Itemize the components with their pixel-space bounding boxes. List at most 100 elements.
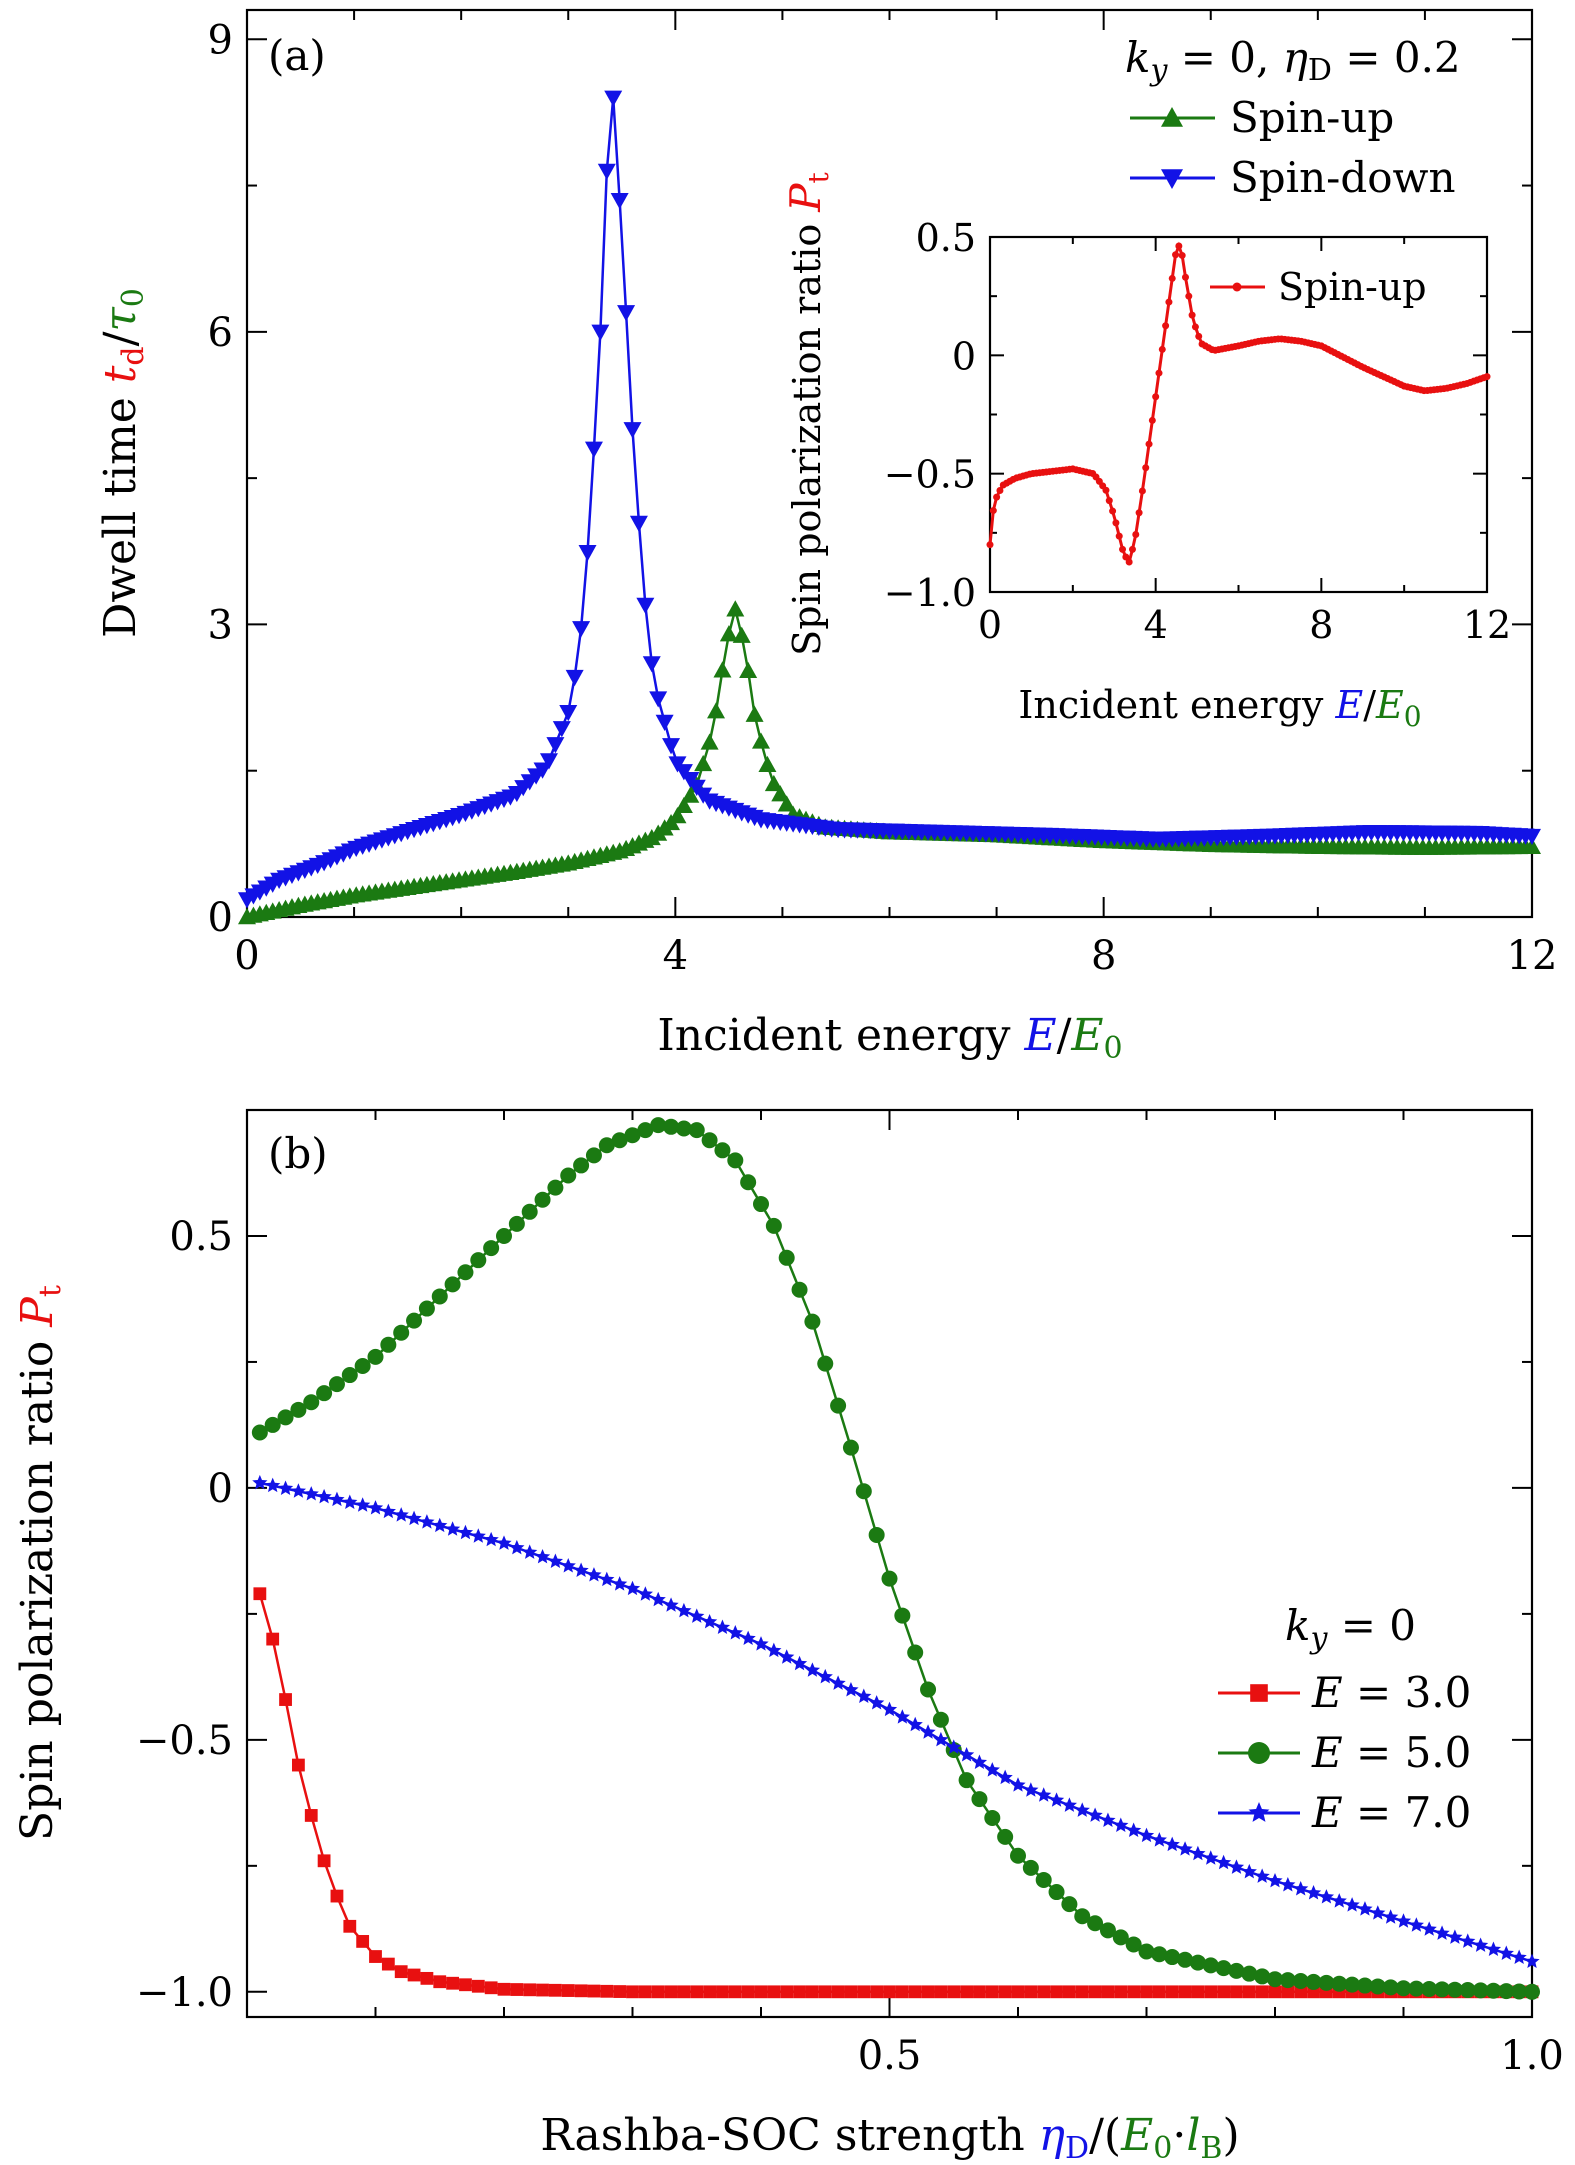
panel-b-marker (471, 1979, 485, 1993)
panel-b-marker (1460, 1933, 1476, 1948)
legend-label: E = 7.0 (1311, 1788, 1471, 1837)
panel-a-marker (617, 305, 636, 322)
panel-a-marker (546, 737, 565, 754)
panel-b-marker (431, 1288, 448, 1305)
panel-b-marker (650, 1117, 667, 1134)
panel-a-marker (681, 786, 700, 803)
panel-b-marker (663, 1118, 680, 1135)
panel-b-marker (1305, 1973, 1322, 1990)
panel-b-marker (1331, 1975, 1348, 1992)
panel-b-marker (881, 1701, 898, 1717)
panel-b-marker (574, 1984, 588, 1998)
panel-b-marker (1050, 1985, 1063, 1999)
panel-a-marker (578, 545, 597, 562)
inset-y-tick-label: 0.5 (916, 216, 976, 260)
inset-y-tick-label: 0 (952, 334, 976, 378)
panel-b-marker (612, 1576, 628, 1591)
inset-marker (1112, 519, 1120, 527)
panel-b-marker (1048, 1792, 1065, 1807)
panel-b-marker (573, 1157, 590, 1174)
panel-a-marker (559, 704, 578, 722)
panel-b-marker (1472, 1982, 1489, 1999)
panel-b-marker (1408, 1980, 1425, 1997)
panel-b-marker (393, 1324, 410, 1341)
panel-b-marker (573, 1562, 589, 1578)
panel-b-marker (1228, 1859, 1245, 1874)
inset-marker (1165, 298, 1173, 306)
panel-a-marker (623, 422, 642, 439)
panel-b-marker (791, 1281, 808, 1298)
panel-a-marker (662, 738, 681, 755)
panel-b-marker (1217, 1985, 1230, 1999)
panel-b-marker (406, 1510, 422, 1526)
panel-b-marker (1061, 1797, 1078, 1812)
inset-marker (1135, 509, 1143, 517)
inset-series-spin-up (986, 241, 1491, 566)
panel-b-marker (330, 1889, 344, 1903)
panel-b-marker (470, 1252, 487, 1269)
panel-b-marker (766, 1642, 782, 1658)
panel-b-marker (266, 1632, 280, 1646)
panel-a-marker (655, 714, 674, 731)
panel-b-series-e-7-0 (252, 1474, 1540, 1969)
panel-b-marker (1101, 1985, 1115, 1999)
inset-marker (1158, 345, 1166, 353)
panel-b-frame (245, 1108, 1534, 2019)
panel-b-marker (1125, 1936, 1142, 1953)
panel-b-marker (791, 1655, 808, 1671)
panel-b-marker (547, 1179, 564, 1196)
panel-b-marker (292, 1758, 305, 1772)
panel-b-marker (534, 1548, 551, 1564)
panel-b-marker (1294, 1985, 1308, 1999)
panel-b-marker (1127, 1985, 1141, 1999)
panel-a-series-spin-up (238, 600, 1541, 925)
panel-b-marker (329, 1491, 345, 1507)
panel-b-marker (753, 1636, 769, 1651)
inset-marker (1178, 251, 1186, 259)
panel-b-marker (1305, 1885, 1322, 1900)
panel-b-marker (523, 1983, 537, 1997)
panel-b-marker (1165, 1985, 1179, 1999)
panel-b-marker (971, 1754, 988, 1770)
panel-b-marker (1100, 1812, 1116, 1827)
panel-b-marker (1074, 1802, 1090, 1817)
panel-b-marker (1292, 1973, 1309, 1990)
panel-b-marker (946, 1739, 962, 1754)
panel-b-marker (1254, 1968, 1271, 1985)
panel-b-marker (1024, 1985, 1038, 1999)
panel-b-marker (727, 1152, 744, 1169)
panel-b-line (259, 1123, 1533, 1994)
panel-b-marker (857, 1985, 871, 1999)
panel-b-marker (1241, 1965, 1258, 1982)
panel-b-marker (895, 1985, 909, 1999)
inset-marker (993, 493, 1001, 501)
panel-b-marker (843, 1681, 859, 1697)
panel-b-marker (637, 1586, 653, 1601)
panel-b-marker (934, 1985, 948, 1999)
legend-label: Spin-down (1230, 153, 1456, 202)
inset-marker (1138, 487, 1146, 495)
inset-marker (1483, 373, 1491, 381)
panel-b-line (259, 1481, 1533, 1963)
panel-b-series-e-3-0 (253, 1587, 1539, 1999)
panel-b-marker (741, 1985, 755, 1999)
panel-b-marker (804, 1662, 821, 1677)
panel-b-marker (1421, 1921, 1437, 1936)
panel-b-marker (1138, 1943, 1155, 1960)
panel-b-marker (1087, 1915, 1104, 1932)
panel-a-ylabel: Dwell time td/τ0 (95, 288, 151, 638)
inset-x-tick-label: 4 (1144, 603, 1168, 647)
panel-a-series-spin-down (238, 90, 1541, 909)
panel-b-marker (1202, 1957, 1219, 1974)
panel-b-marker (664, 1985, 678, 1999)
panel-b-y-tick-label: −0.5 (136, 1718, 233, 1764)
panel-b-marker (778, 1249, 795, 1266)
panel-b-marker (587, 1984, 601, 1998)
panel-b-marker (740, 1630, 756, 1646)
panel-b-marker (252, 1474, 268, 1490)
panel-b: 0.5 1.0 −1.0 −0.5 0 0.5 (b) Spin polarization… (12, 1108, 1564, 2165)
panel-b-marker (277, 1409, 294, 1426)
panel-b-marker (1035, 1871, 1052, 1888)
inset-y-tick-label: −1.0 (884, 571, 976, 615)
panel-b-x-tick-label: 0.5 (858, 2033, 922, 2079)
